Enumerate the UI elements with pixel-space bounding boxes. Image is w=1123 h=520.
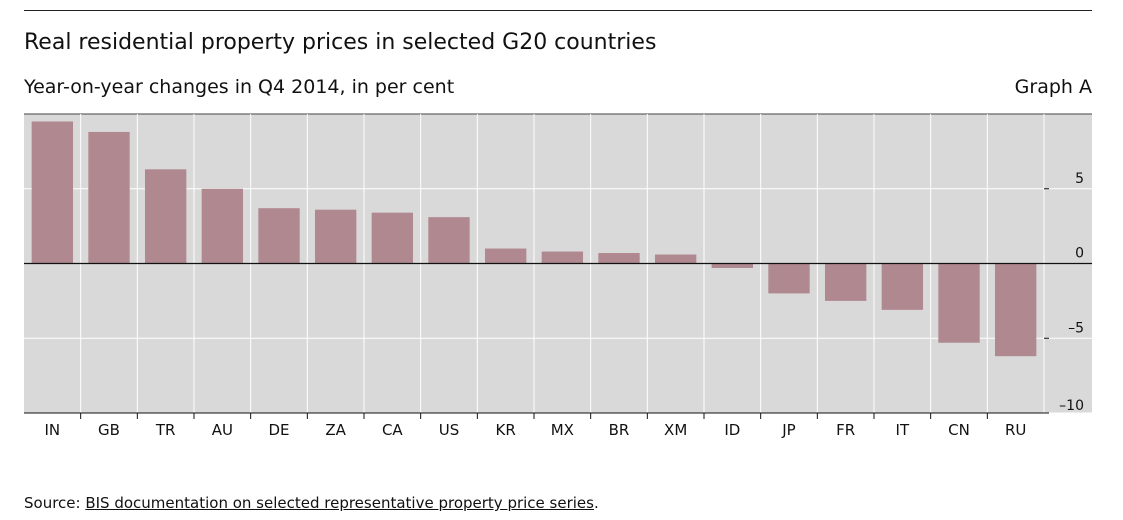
y-tick-label: 0 [1075,246,1084,262]
x-tick-label-au: AU [212,421,233,439]
top-rule [24,10,1092,11]
x-tick-label-fr: FR [836,421,855,439]
chart-subtitle: Year-on-year changes in Q4 2014, in per … [24,76,455,98]
chart-title: Real residential property prices in sele… [24,30,657,55]
x-tick-label-cn: CN [948,421,970,439]
source-link[interactable]: BIS documentation on selected representa… [85,494,594,512]
bar-id [711,263,754,268]
x-tick-label-kr: KR [496,421,516,439]
bar-jp [768,263,810,294]
graph-id: Graph A [1014,76,1092,98]
x-tick-label-za: ZA [325,421,346,439]
x-tick-label-de: DE [268,421,289,439]
bar-de [258,208,300,264]
y-tick-label: –5 [1068,320,1084,336]
x-tick-label-ca: CA [382,421,403,439]
bar-za [314,209,357,264]
x-tick-label-xm: XM [664,421,687,439]
source-note: Source: BIS documentation on selected re… [24,494,599,512]
x-tick-label-jp: JP [781,421,795,439]
bar-au [201,188,244,264]
bar-gb [88,131,130,264]
bar-us [428,217,470,264]
y-tick-label: 5 [1075,171,1084,187]
x-tick-label-it: IT [896,421,910,439]
bar-ru [994,263,1037,357]
x-tick-label-gb: GB [98,421,120,439]
bar-mx [541,251,584,264]
bar-kr [484,248,527,264]
bar-tr [144,169,187,264]
x-tick-label-id: ID [724,421,740,439]
bar-fr [824,263,867,301]
x-tick-label-in: IN [45,421,61,439]
x-tick-label-mx: MX [551,421,574,439]
bar-it [881,263,924,310]
bar-ca [371,212,414,264]
bar-br [598,253,640,264]
bar-xm [654,254,697,264]
y-tick-label: –10 [1059,398,1084,414]
source-prefix: Source: [24,494,86,512]
bar-cn [938,263,980,343]
x-tick-label-ru: RU [1005,421,1026,439]
x-tick-label-tr: TR [155,421,176,439]
bar-in [31,121,74,264]
source-suffix: . [593,494,599,512]
x-tick-label-br: BR [609,421,630,439]
x-tick-label-us: US [439,421,460,439]
